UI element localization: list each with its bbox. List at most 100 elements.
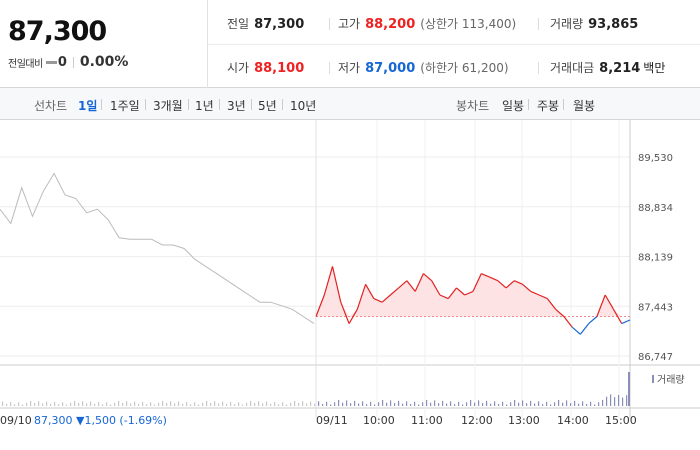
current-price: 87,300	[8, 16, 107, 47]
volume-bar	[486, 400, 488, 406]
y-tick-label: 89,530	[638, 153, 673, 164]
tab-weekly-candle[interactable]: 주봉	[537, 99, 560, 113]
today-date: 09/11	[316, 414, 348, 427]
x-tick-label: 15:00	[605, 414, 637, 427]
volume-bar	[566, 400, 568, 406]
volume-bar	[214, 401, 216, 406]
volume-bar	[162, 400, 164, 406]
volume-bar	[182, 403, 184, 406]
up-segment	[530, 290, 540, 296]
x-tick-label: 13:00	[508, 414, 540, 427]
turnover-value: 8,214	[599, 61, 641, 76]
up-segment	[356, 284, 367, 310]
volume-bar	[194, 402, 196, 406]
volume-bar	[510, 402, 512, 406]
chart-grid	[0, 120, 700, 418]
volume-bar	[206, 400, 208, 406]
prev-close-label: 전일	[227, 17, 250, 31]
volume-bar	[286, 404, 288, 406]
tab-5-years[interactable]: 5년	[258, 99, 277, 113]
volume-bar	[134, 401, 136, 406]
tab-1-day[interactable]: 1일	[78, 99, 98, 113]
volume-bar	[410, 404, 412, 406]
divider	[72, 56, 74, 68]
up-segment	[373, 298, 383, 303]
volume-bar	[38, 401, 40, 406]
volume-bar	[386, 402, 388, 406]
volume-bar	[622, 397, 624, 406]
volume-bar	[14, 404, 16, 406]
high-label: 고가	[338, 17, 361, 31]
volume-bar	[538, 401, 540, 406]
volume-bar	[590, 401, 592, 406]
tab-10-years[interactable]: 10년	[290, 99, 317, 113]
volume-bar	[70, 402, 72, 406]
volume-bar	[6, 403, 8, 406]
volume-bar	[462, 404, 464, 406]
tab-monthly-candle[interactable]: 월봉	[573, 99, 596, 113]
volume-bar	[382, 399, 384, 406]
down-segment	[588, 316, 598, 325]
volume-bar	[50, 403, 52, 406]
volume-bar	[86, 403, 88, 406]
volume-bar	[498, 404, 500, 406]
volume-bar	[42, 403, 44, 406]
volume-bar	[78, 403, 80, 406]
tab-1-week[interactable]: 1주일	[110, 99, 140, 113]
tab-1-year[interactable]: 1년	[195, 99, 214, 113]
x-axis: 09/10 87,300 ▼1,500 (-1.69%) 09/11 10:00 11:…	[0, 414, 637, 427]
volume-bar	[434, 400, 436, 406]
volume-bar	[542, 404, 544, 406]
divider	[219, 99, 220, 110]
volume-bar	[210, 403, 212, 406]
volume-bar	[438, 403, 440, 406]
up-segment	[431, 280, 441, 296]
volume-bar	[222, 401, 224, 406]
low-label: 저가	[338, 61, 361, 75]
chart-lines	[0, 172, 631, 335]
tab-daily-candle[interactable]: 일봉	[502, 99, 525, 113]
volume-bar	[2, 401, 4, 406]
volume-bar	[454, 404, 456, 406]
volume-bar	[586, 404, 588, 406]
volume-bar	[234, 404, 236, 406]
volume-bar	[174, 403, 176, 406]
volume-bar	[530, 400, 532, 406]
turnover-unit: 백만	[643, 61, 666, 75]
volume-bar	[218, 403, 220, 406]
volume-bar	[514, 399, 516, 406]
volume-bar	[246, 402, 248, 406]
volume-bar	[310, 401, 312, 406]
divider	[188, 99, 189, 110]
volume-bar	[306, 403, 308, 406]
volume-bar	[58, 404, 60, 406]
up-segment	[489, 276, 499, 282]
y-tick-label: 88,139	[638, 253, 673, 264]
volume-bar	[170, 401, 172, 406]
volume-bar	[142, 401, 144, 406]
volume-bar	[166, 403, 168, 406]
volume-bar	[526, 403, 528, 406]
volume-bar	[298, 403, 300, 406]
change-label: 전일대비	[8, 58, 43, 70]
volume-bar	[374, 404, 376, 406]
volume-bar	[534, 403, 536, 406]
volume-bar	[326, 401, 328, 406]
divider	[563, 99, 564, 110]
volume-bar	[18, 402, 20, 406]
volume-bar	[458, 401, 460, 406]
tab-3-years[interactable]: 3년	[227, 99, 246, 113]
volume-bar	[146, 404, 148, 406]
volume-bar	[394, 403, 396, 406]
tab-3-months[interactable]: 3개월	[153, 99, 183, 113]
up-segment	[340, 301, 350, 324]
y-tick-label: 87,443	[638, 302, 673, 313]
divider	[538, 18, 539, 30]
volume-bar	[274, 401, 276, 406]
x-tick-label: 14:00	[557, 414, 589, 427]
up-segment	[315, 294, 325, 317]
open-price: 시가 88,100	[227, 59, 304, 76]
volume-bar	[330, 404, 332, 406]
intraday-chart[interactable]: 89,530 88,834 88,139 87,443 86,747 거래량 09/10…	[0, 120, 700, 450]
volume-bar	[130, 403, 132, 406]
